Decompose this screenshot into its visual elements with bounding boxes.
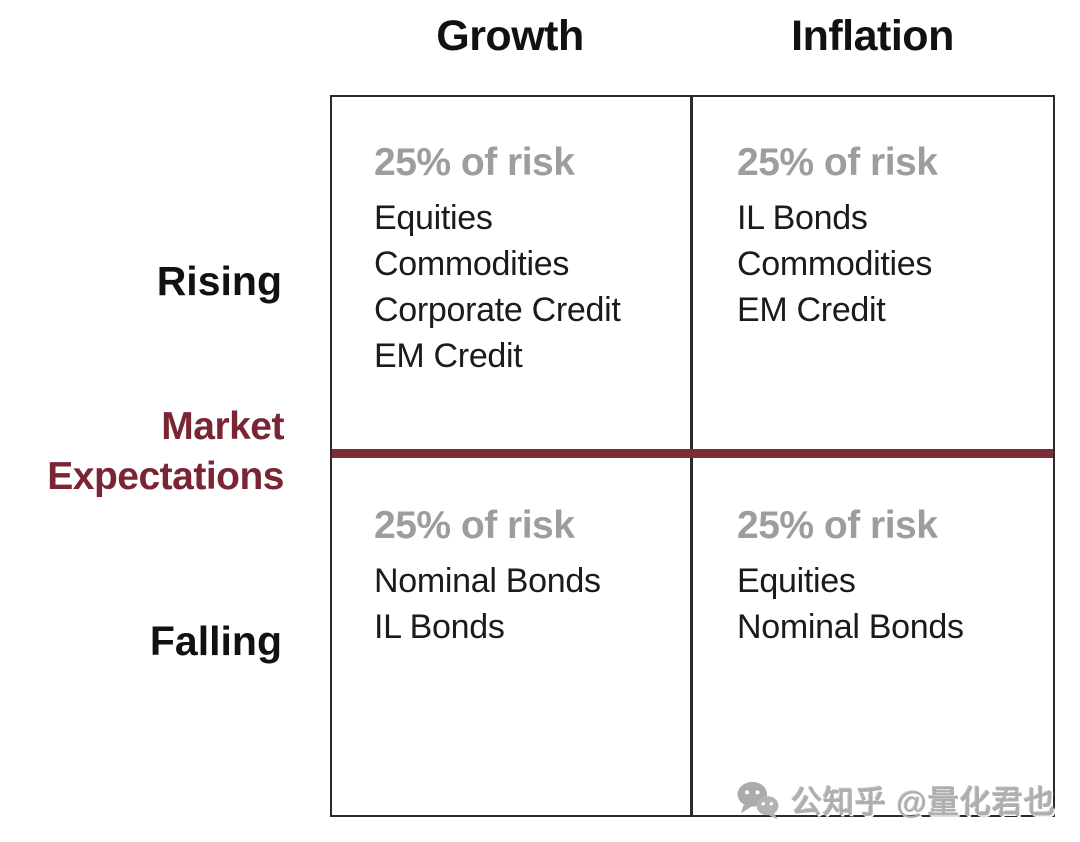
column-header-growth: Growth	[436, 12, 584, 60]
quadrant-inflation-rising: 25% of risk IL Bonds Commodities EM Cred…	[693, 97, 1049, 449]
asset-item: Corporate Credit	[374, 291, 621, 329]
risk-share-label: 25% of risk	[737, 504, 938, 547]
row-label-rising: Rising	[156, 258, 282, 304]
column-header-inflation: Inflation	[791, 12, 954, 60]
axis-label-line1: Market	[161, 405, 284, 448]
asset-item: EM Credit	[737, 291, 886, 329]
asset-item: Commodities	[737, 245, 933, 283]
asset-item: Nominal Bonds	[374, 562, 601, 600]
matrix-table: 25% of risk Equities Commodities Corpora…	[330, 95, 1055, 817]
axis-label-market-expectations: Market Expectations	[0, 402, 284, 502]
asset-item: Equities	[374, 199, 493, 237]
risk-share-label: 25% of risk	[374, 141, 575, 184]
risk-share-label: 25% of risk	[374, 504, 575, 547]
asset-item: IL Bonds	[374, 608, 505, 646]
axis-label-line2: Expectations	[47, 455, 284, 498]
risk-share-label: 25% of risk	[737, 141, 938, 184]
asset-item: Nominal Bonds	[737, 608, 964, 646]
asset-item: IL Bonds	[737, 199, 868, 237]
asset-item: Equities	[737, 562, 856, 600]
market-expectations-axis-line	[332, 449, 1053, 458]
wechat-icon	[737, 781, 779, 820]
row-label-falling: Falling	[149, 618, 282, 664]
watermark: 公知乎 @量化君也	[735, 777, 1056, 822]
asset-item: Commodities	[374, 245, 570, 283]
watermark-text: 公知乎 @量化君也	[791, 785, 1056, 820]
quadrant-growth-falling: 25% of risk Nominal Bonds IL Bonds	[332, 458, 688, 819]
quadrant-inflation-falling: 25% of risk Equities Nominal Bonds	[693, 458, 1049, 819]
quadrant-growth-rising: 25% of risk Equities Commodities Corpora…	[332, 97, 688, 449]
asset-item: EM Credit	[374, 337, 523, 375]
